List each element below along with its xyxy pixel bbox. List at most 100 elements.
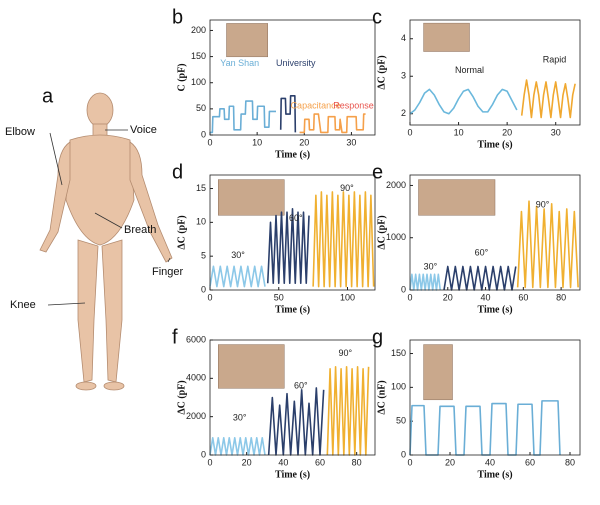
y-tick-label: 0	[201, 284, 206, 294]
annotation: 90°	[536, 199, 550, 209]
y-tick-label: 150	[391, 348, 406, 358]
panel-label: a	[42, 85, 54, 107]
x-tick-label: 100	[340, 292, 355, 302]
annotation: Elbow	[5, 126, 35, 138]
x-tick-label: 20	[502, 127, 512, 137]
x-tick-label: 0	[407, 457, 412, 467]
y-tick-label: 50	[196, 103, 206, 113]
x-tick-label: 20	[299, 137, 309, 147]
y-axis-label: ΔC (pF)	[376, 215, 387, 249]
annotation: Finger	[152, 266, 184, 278]
x-tick-label: 0	[207, 137, 212, 147]
panel-label: c	[372, 6, 382, 28]
x-tick-label: 10	[252, 137, 262, 147]
x-axis-label: Time (s)	[275, 469, 310, 480]
annotation: Rapid	[543, 54, 567, 64]
data-line	[266, 208, 310, 285]
y-tick-label: 0	[401, 449, 406, 459]
y-axis-label: ΔC (pF)	[176, 215, 187, 249]
x-tick-label: 0	[407, 292, 412, 302]
x-tick-label: 80	[565, 457, 575, 467]
x-axis-label: Time (s)	[477, 139, 512, 150]
y-tick-label: 15	[196, 183, 206, 193]
data-line	[520, 79, 576, 119]
y-tick-label: 0	[201, 449, 206, 459]
y-axis-label: ΔC (nF)	[376, 380, 387, 414]
inset-photo	[218, 344, 285, 389]
x-tick-label: 60	[525, 457, 535, 467]
panel-label: g	[372, 326, 383, 348]
annotation: Voice	[130, 124, 157, 136]
panel-label: f	[172, 326, 178, 348]
annotation: 90°	[338, 348, 352, 358]
x-tick-label: 30	[346, 137, 356, 147]
y-axis-label: ΔC (pF)	[176, 380, 187, 414]
x-tick-label: 40	[485, 457, 495, 467]
y-tick-label: 10	[196, 217, 206, 227]
y-tick-label: 2000	[186, 411, 206, 421]
panel-label: e	[372, 161, 383, 183]
data-line	[409, 273, 442, 291]
data-line	[209, 436, 266, 456]
y-tick-label: 0	[201, 129, 206, 139]
data-line	[326, 366, 370, 456]
x-tick-label: 60	[315, 457, 325, 467]
annotation: 30°	[233, 413, 247, 423]
data-line	[312, 191, 375, 288]
annotation: Capacitance	[291, 101, 341, 111]
x-tick-label: 50	[274, 292, 284, 302]
inset-photo	[418, 179, 496, 216]
panel-label: d	[172, 161, 183, 183]
y-tick-label: 100	[191, 77, 206, 87]
inset-photo	[423, 22, 470, 52]
human-illustration	[39, 92, 173, 391]
y-tick-label: 150	[191, 51, 206, 61]
y-tick-label: 0	[401, 284, 406, 294]
x-tick-label: 40	[278, 457, 288, 467]
x-tick-label: 40	[481, 292, 491, 302]
x-tick-label: 0	[207, 292, 212, 302]
y-tick-label: 4000	[186, 373, 206, 383]
data-line	[210, 100, 276, 134]
y-tick-label: 100	[391, 382, 406, 392]
y-tick-label: 3	[401, 71, 406, 81]
data-line	[299, 113, 366, 134]
annotation: Breath	[124, 224, 156, 236]
annotation: 30°	[424, 261, 438, 271]
y-tick-label: 1000	[386, 232, 406, 242]
x-axis-label: Time (s)	[275, 149, 310, 160]
plot-frame	[209, 19, 376, 136]
annotation: Response	[333, 101, 374, 111]
x-tick-label: 0	[207, 457, 212, 467]
x-tick-label: 20	[445, 457, 455, 467]
data-line	[409, 88, 518, 115]
x-axis-label: Time (s)	[477, 304, 512, 315]
annotation: 90°	[340, 183, 354, 193]
inset-photo	[423, 344, 453, 401]
inset-photo	[218, 179, 285, 216]
plot-frame	[209, 339, 376, 456]
y-axis-label: C (pF)	[176, 63, 187, 91]
x-axis-label: Time (s)	[477, 469, 512, 480]
annotation: Knee	[10, 299, 36, 311]
panel-label: b	[172, 6, 183, 28]
annotation: 60°	[289, 213, 303, 223]
data-line	[209, 265, 266, 288]
plot-frame	[409, 19, 581, 126]
x-tick-label: 10	[454, 127, 464, 137]
x-tick-label: 60	[518, 292, 528, 302]
annotation: 30°	[231, 250, 245, 260]
y-tick-label: 2000	[386, 180, 406, 190]
data-line	[516, 200, 579, 289]
annotation: 60°	[294, 380, 308, 390]
annotation: Normal	[455, 65, 484, 75]
data-line	[279, 95, 297, 133]
inset-photo	[226, 23, 268, 58]
y-tick-label: 50	[396, 416, 406, 426]
y-tick-label: 200	[191, 25, 206, 35]
x-tick-label: 0	[407, 127, 412, 137]
x-tick-label: 20	[242, 457, 252, 467]
y-tick-label: 4	[401, 33, 406, 43]
plot-frame	[209, 174, 376, 291]
